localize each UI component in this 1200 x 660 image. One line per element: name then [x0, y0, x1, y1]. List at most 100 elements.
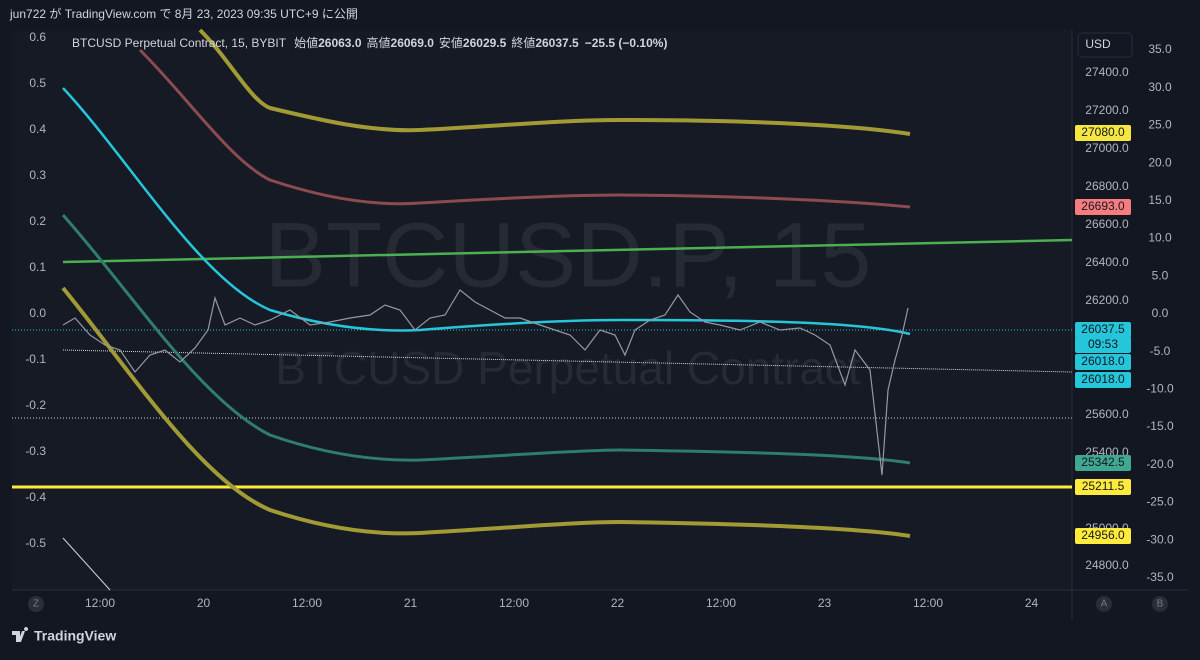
trend-line-white [62, 349, 1073, 373]
price-axis-label: 27000.0 [1085, 141, 1129, 155]
time-axis-label: 21 [404, 596, 418, 610]
right-axis-label: -5.0 [1150, 344, 1171, 358]
legend-symbol: BTCUSD Perpetual Contract, 15, BYBIT [72, 36, 287, 50]
time-axis-label: 12:00 [706, 596, 736, 610]
corner-button-label[interactable]: Z [33, 599, 39, 610]
trend-line [62, 238, 1073, 264]
price-axis-label: 27400.0 [1085, 65, 1129, 79]
right-axis-label: -20.0 [1146, 457, 1174, 471]
price-tag-label: 25211.5 [1082, 479, 1125, 493]
legend-value: 26063.0 [318, 36, 362, 50]
price-tag-label: 24956.0 [1081, 528, 1125, 542]
right-axis-label: 10.0 [1148, 231, 1172, 245]
time-axis-label: 12:00 [85, 596, 115, 610]
right-axis-label: -25.0 [1146, 495, 1174, 509]
right-axis-label: 35.0 [1148, 42, 1172, 56]
price-tag [1075, 354, 1131, 370]
price-axis-label: 26600.0 [1085, 217, 1129, 231]
legend-label: 安値 [439, 35, 463, 50]
currency-button-label[interactable]: USD [1085, 37, 1111, 51]
price-axis-label: 25600.0 [1085, 407, 1129, 421]
price-tag-label: 26018.0 [1081, 372, 1125, 386]
left-axis-label: 0.3 [29, 168, 46, 182]
right-axis-label: 30.0 [1148, 80, 1172, 94]
left-axis-label: -0.1 [25, 352, 46, 366]
indicator-lines [12, 28, 1073, 591]
watermark: BTCUSD.P, 15 BTCUSD Perpetual Contract [265, 204, 872, 394]
price-axis-label: 27200.0 [1085, 103, 1129, 117]
time-axis-label: 22 [611, 596, 625, 610]
watermark-subtitle: BTCUSD Perpetual Contract [275, 342, 861, 394]
legend-value: 26029.5 [463, 36, 507, 50]
price-axis-label: 26400.0 [1085, 255, 1129, 269]
time-axis-label: 24 [1025, 596, 1039, 610]
right-axis-label: 25.0 [1148, 118, 1172, 132]
left-axis-label: 0.1 [29, 260, 46, 274]
left-axis-label: 0.0 [29, 306, 46, 320]
footer-logo[interactable]: TradingView [34, 628, 116, 644]
price-tag-label: 27080.0 [1081, 125, 1125, 139]
left-axis-label: 0.2 [29, 214, 46, 228]
price-tag-label: 25342.5 [1081, 455, 1125, 469]
price-axis-label: 26200.0 [1085, 293, 1129, 307]
legend-label: 始値 [294, 35, 318, 50]
right-axis-label: 15.0 [1148, 193, 1172, 207]
time-axis-label: 12:00 [499, 596, 529, 610]
corner-button[interactable] [1152, 596, 1168, 612]
time-axis-label: 23 [818, 596, 832, 610]
time-axis-label: 12:00 [292, 596, 322, 610]
right-axis-label: 20.0 [1148, 155, 1172, 169]
left-axis-label: -0.3 [25, 444, 46, 458]
logo-icon [12, 627, 29, 642]
lower-band-1 [61, 214, 911, 465]
price-tag [1075, 479, 1131, 495]
legend: BTCUSD Perpetual Contract, 15, BYBIT 始値26… [72, 35, 667, 50]
price-axis-label: 24800.0 [1085, 558, 1129, 572]
line-white [62, 537, 111, 591]
price-tag [1075, 322, 1131, 338]
price-tag [1075, 372, 1131, 388]
right-axis-label: 0.0 [1152, 306, 1169, 320]
price-tag-label: 26693.0 [1081, 199, 1125, 213]
right-axis-label: -30.0 [1146, 532, 1174, 546]
chart-pane [12, 30, 1072, 590]
lower-band-2 [61, 286, 911, 538]
price-tag [1075, 199, 1131, 215]
price-tags: 27080.0 26693.0 26037.509:53 26018.0 26018.0… [1075, 125, 1131, 544]
axes: 0.6 0.5 0.4 0.3 0.2 0.1 0.0 -0.1 -0.2 -0.3 -0.4 -0.… [25, 30, 1174, 612]
left-axis-label: -0.5 [25, 536, 46, 550]
corner-button-label[interactable]: B [1157, 599, 1164, 610]
price-candles [62, 289, 909, 476]
header-text: jun722 が TradingView.com で 8月 23, 2023 0… [9, 6, 358, 21]
price-tag-label: 09:53 [1088, 337, 1118, 351]
right-axis-label: 5.0 [1152, 268, 1169, 282]
upper-band-2 [198, 28, 911, 136]
price-tag [1075, 455, 1131, 471]
legend-value: 26037.5 [535, 36, 579, 50]
legend-value: 26069.0 [391, 36, 435, 50]
left-axis-label: 0.5 [29, 76, 46, 90]
left-axis-label: -0.4 [25, 490, 46, 504]
price-tag [1075, 125, 1131, 141]
left-axis-label: 0.6 [29, 30, 46, 44]
corner-button[interactable] [28, 596, 44, 612]
time-axis-label: 20 [197, 596, 211, 610]
corner-button-label[interactable]: A [1101, 599, 1108, 610]
right-axis-label: -35.0 [1146, 570, 1174, 584]
legend-change: −25.5 (−0.10%) [585, 36, 668, 50]
price-tag-label: 26037.5 [1081, 322, 1125, 336]
legend-label: 高値 [367, 35, 391, 50]
currency-button[interactable] [1077, 32, 1133, 58]
corner-button[interactable] [1096, 596, 1112, 612]
price-tag [1075, 528, 1131, 544]
legend-label: 終値 [511, 35, 535, 50]
footer: TradingView [12, 627, 116, 644]
price-axis-label: 26800.0 [1085, 179, 1129, 193]
right-axis-label: -15.0 [1146, 419, 1174, 433]
upper-band-1 [138, 48, 911, 209]
svg-text:BTCUSD Perpetual Contract, 15,: BTCUSD Perpetual Contract, 15, BYBIT 始値26… [72, 35, 667, 50]
price-tag [1075, 337, 1131, 353]
left-axis-label: 0.4 [29, 122, 46, 136]
time-axis-label: 12:00 [913, 596, 943, 610]
